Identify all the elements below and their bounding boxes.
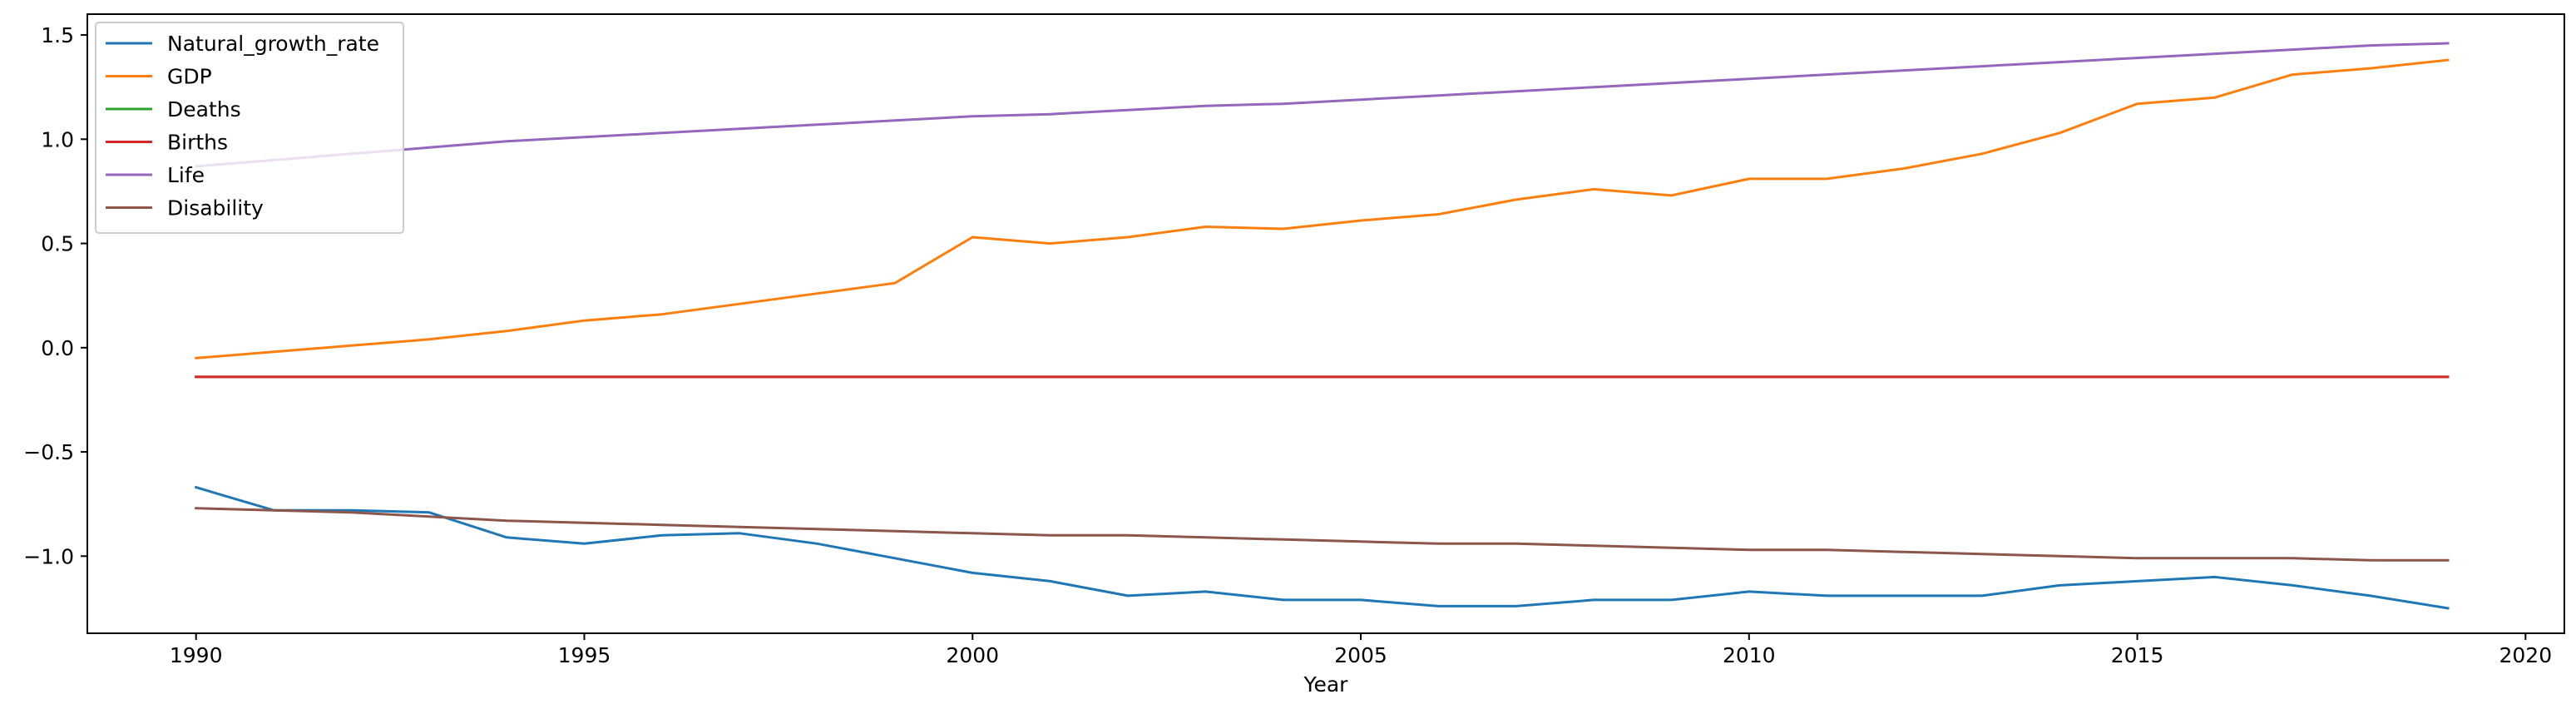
y-tick-label: 1.0 [41, 127, 74, 151]
x-axis-label: Year [1303, 672, 1349, 697]
series-line-disability [195, 507, 2450, 562]
legend-entry-label: Births [167, 131, 228, 155]
series-lines [194, 42, 2450, 610]
legend-entry-label: Deaths [167, 97, 241, 121]
x-tick-label: 2020 [2499, 643, 2553, 667]
series-line-natural-growth-rate [194, 485, 2450, 610]
legend: Natural_growth_rate GDP Deaths Births Life Di… [95, 22, 404, 234]
y-tick-label: −0.5 [23, 440, 74, 464]
legend-box [95, 22, 404, 234]
series-line-gdp [195, 58, 2450, 359]
x-axis: 1990 1995 2000 2005 2010 2015 2020 [170, 633, 2552, 667]
x-tick-label: 1990 [170, 643, 223, 667]
x-tick-label: 2010 [1723, 643, 1776, 667]
series-line-life [195, 42, 2450, 168]
x-tick-label: 2005 [1334, 643, 1387, 667]
y-axis: −1.0 −0.5 0.0 0.5 1.0 1.5 [23, 23, 87, 568]
y-tick-label: −1.0 [23, 544, 74, 568]
y-tick-label: 0.5 [41, 232, 74, 256]
x-tick-label: 2000 [946, 643, 999, 667]
y-tick-label: 0.0 [41, 336, 74, 360]
x-tick-label: 2015 [2111, 643, 2164, 667]
legend-entry-label: Disability [167, 196, 264, 221]
y-tick-label: 1.5 [41, 23, 74, 47]
plot-area-frame [87, 13, 2565, 634]
x-tick-label: 1995 [558, 643, 611, 667]
legend-entry-label: GDP [167, 65, 212, 89]
legend-entry-label: Natural_growth_rate [167, 32, 379, 56]
legend-entry-label: Life [167, 163, 205, 187]
